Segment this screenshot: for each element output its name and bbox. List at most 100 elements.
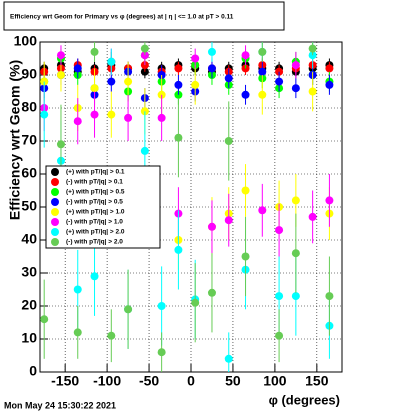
point [73, 328, 82, 337]
point [124, 77, 133, 86]
point [73, 285, 82, 294]
point [308, 212, 317, 221]
y-tick-label: 10 [21, 330, 37, 346]
timestamp: Mon May 24 15:30:22 2021 [4, 400, 116, 410]
point [291, 61, 300, 70]
legend-label: (+) with pT/|q| > 1.0 [66, 209, 125, 216]
legend-marker [51, 168, 59, 176]
point [73, 64, 82, 73]
x-tick-label: 50 [225, 373, 241, 389]
point [207, 288, 216, 297]
point [224, 74, 233, 83]
point [90, 272, 99, 281]
point [157, 113, 166, 122]
legend-marker [51, 188, 59, 196]
legend-box [45, 165, 161, 249]
series [40, 58, 334, 108]
series [40, 58, 334, 79]
legend-marker [51, 178, 59, 186]
y-tick-label: 0 [29, 363, 37, 379]
point [241, 90, 250, 99]
title-box [3, 1, 285, 31]
point [241, 51, 250, 60]
y-tick-label: 70 [21, 132, 37, 148]
point [325, 80, 334, 89]
point [291, 292, 300, 301]
legend-label: (-) with pT/|q| > 0.1 [66, 179, 123, 186]
point [224, 354, 233, 363]
point [40, 110, 49, 119]
y-tick-label: 90 [21, 66, 37, 82]
legend-marker [51, 198, 59, 206]
legend-label: (+) with pT/|q| > 0.1 [66, 169, 125, 176]
x-axis-label: φ (degrees) [269, 392, 340, 407]
point [275, 226, 284, 235]
point [191, 298, 200, 307]
point [56, 140, 65, 149]
point [56, 71, 65, 79]
point [107, 331, 116, 340]
legend-marker [51, 238, 59, 246]
x-tick-label: 0 [187, 373, 195, 389]
point [291, 249, 300, 258]
legend-marker [51, 208, 59, 216]
point [291, 196, 300, 205]
chart-title: Efficiency wrt Geom for Primary vs φ (de… [10, 14, 234, 21]
point [241, 252, 250, 261]
point [224, 216, 233, 225]
point [73, 117, 82, 126]
point [140, 44, 149, 53]
point [325, 196, 334, 205]
y-tick-label: 20 [21, 297, 37, 313]
point [258, 47, 267, 56]
x-tick-label: 100 [263, 373, 287, 389]
point [124, 113, 133, 122]
point [107, 110, 116, 119]
point [191, 54, 200, 63]
legend-marker [51, 228, 59, 236]
y-tick-label: 30 [21, 264, 37, 280]
legend-label: (+) with pT/|q| > 2.0 [66, 229, 125, 236]
x-tick-label: -150 [51, 373, 79, 389]
point [224, 137, 233, 145]
point [275, 331, 284, 340]
y-tick-label: 50 [21, 198, 37, 214]
x-tick-label: -100 [93, 373, 121, 389]
point [157, 348, 166, 357]
legend-label: (-) with pT/|q| > 2.0 [66, 239, 123, 246]
series [40, 42, 334, 372]
point [207, 222, 216, 231]
x-tick-label: 150 [305, 373, 329, 389]
point [174, 80, 183, 89]
point [241, 186, 250, 195]
legend-label: (-) with pT/|q| > 1.0 [66, 219, 123, 226]
series [40, 58, 334, 79]
y-tick-label: 80 [21, 99, 37, 115]
point [56, 51, 65, 60]
y-tick-label: 60 [21, 165, 37, 181]
point [40, 315, 49, 324]
point [308, 87, 317, 96]
point [107, 77, 116, 86]
legend-marker [51, 218, 59, 226]
legend-label: (+) with pT/|q| > 0.5 [66, 189, 125, 196]
point [258, 90, 267, 99]
point [157, 302, 166, 310]
point [174, 133, 183, 142]
point [207, 47, 216, 56]
point [107, 57, 116, 66]
point [90, 110, 99, 119]
point [174, 64, 183, 73]
point [140, 146, 149, 155]
point [258, 67, 267, 76]
point [275, 292, 284, 301]
y-tick-label: 100 [14, 33, 38, 49]
point [325, 292, 334, 301]
point [258, 206, 267, 215]
point [90, 47, 99, 56]
point [325, 64, 334, 73]
legend-label: (-) with pT/|q| > 0.5 [66, 199, 123, 206]
point [275, 77, 284, 86]
point [191, 80, 200, 89]
